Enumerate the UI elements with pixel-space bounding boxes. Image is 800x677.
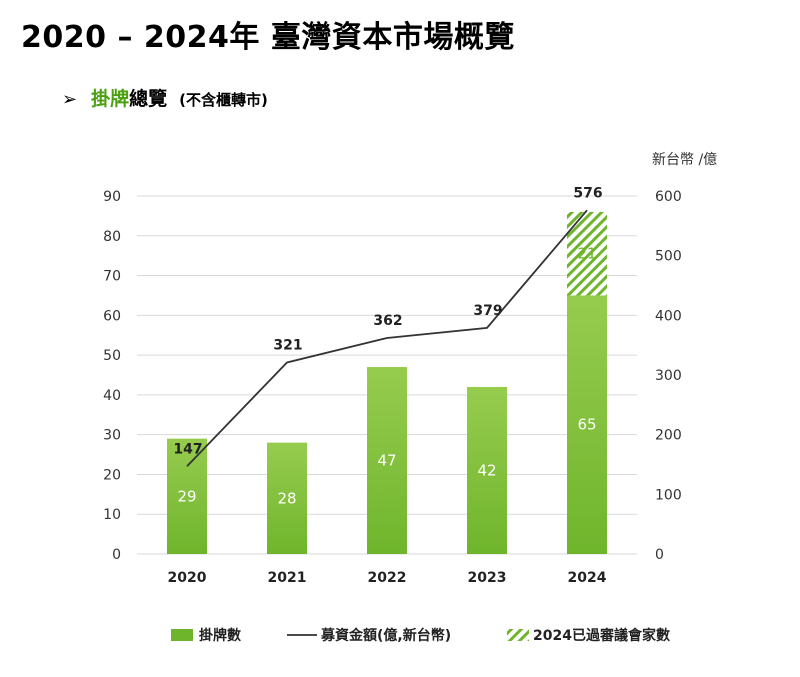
page-title: 2020 – 2024年 臺灣資本市場概覽 [21, 20, 515, 55]
right-tick-label: 400 [655, 308, 682, 324]
hatched-value-label: 21 [577, 245, 596, 263]
line-value-label: 321 [273, 337, 302, 353]
line-value-label: 576 [573, 185, 602, 201]
left-tick-label: 90 [103, 189, 121, 205]
x-tick-label: 2024 [568, 570, 607, 586]
x-tick-label: 2022 [368, 570, 407, 586]
bar [367, 367, 407, 554]
bar-value-label: 47 [377, 452, 396, 470]
x-tick-label: 2021 [268, 570, 307, 586]
bar-value-label: 28 [277, 489, 296, 507]
x-tick-label: 2020 [168, 570, 207, 586]
left-tick-label: 10 [103, 507, 121, 523]
subtitle-note: (不含櫃轉市) [179, 91, 268, 109]
legend-bar-swatch [171, 629, 193, 641]
bar-value-label: 42 [477, 461, 496, 479]
left-tick-label: 80 [103, 229, 121, 245]
legend-line-label: 募資金額(億,新台幣) [320, 627, 451, 644]
line-value-label: 147 [173, 441, 202, 457]
left-tick-label: 50 [103, 348, 121, 364]
bar [267, 442, 307, 554]
bar [467, 386, 507, 554]
right-tick-label: 600 [655, 189, 682, 205]
line-value-label: 362 [373, 313, 402, 329]
left-tick-label: 30 [103, 428, 121, 444]
bar [167, 438, 207, 554]
right-tick-label: 0 [655, 547, 664, 563]
arrow-bullet-icon: ➢ [62, 89, 78, 110]
right-tick-label: 100 [655, 487, 682, 503]
section-subtitle: ➢ 掛牌 總覽 (不含櫃轉市) [62, 84, 268, 111]
subtitle-text: 總覽 [129, 88, 168, 110]
bar-value-label: 29 [177, 487, 196, 505]
line-value-label: 379 [473, 303, 502, 319]
left-tick-label: 40 [103, 388, 121, 404]
left-tick-label: 20 [103, 467, 121, 483]
right-axis-label: 新台幣 /億 [652, 152, 717, 168]
left-tick-label: 70 [103, 269, 121, 285]
legend-bar-label: 掛牌數 [199, 627, 241, 644]
x-tick-label: 2023 [468, 570, 507, 586]
left-tick-label: 0 [112, 547, 121, 563]
right-tick-label: 200 [655, 428, 682, 444]
left-tick-label: 60 [103, 308, 121, 324]
legend-hatch-swatch [507, 629, 529, 641]
legend-hatch-label: 2024已過審議會家數 [533, 627, 670, 644]
subtitle-highlight: 掛牌 [91, 88, 130, 110]
bar-value-label: 65 [577, 416, 596, 434]
right-tick-label: 500 [655, 249, 682, 265]
right-tick-label: 300 [655, 368, 682, 384]
bar [567, 295, 607, 554]
